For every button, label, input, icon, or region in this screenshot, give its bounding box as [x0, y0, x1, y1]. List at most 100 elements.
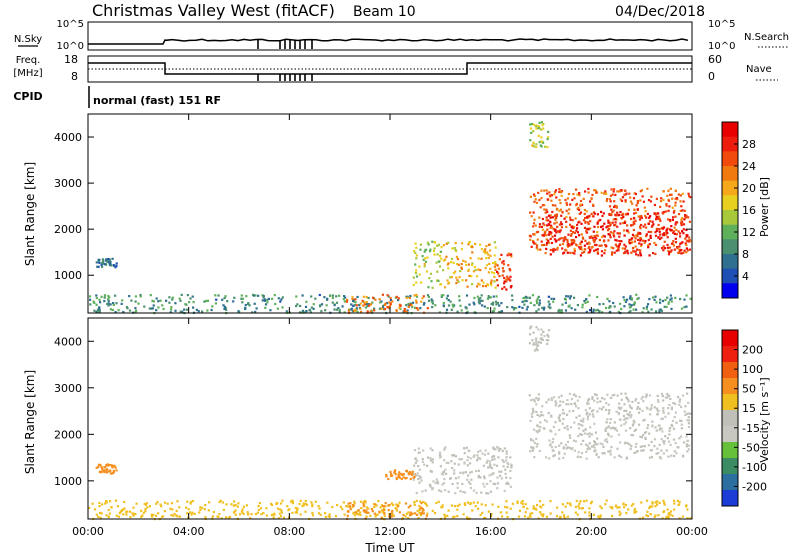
data-cell: [487, 271, 490, 274]
data-cell: [420, 479, 423, 482]
data-cell: [535, 347, 538, 350]
data-cell: [480, 294, 483, 297]
data-cell: [95, 294, 98, 297]
data-cell: [399, 472, 402, 475]
data-cell: [667, 253, 671, 256]
data-cell: [529, 195, 532, 198]
data-cell: [115, 264, 118, 268]
data-cell: [605, 402, 608, 405]
data-cell: [505, 511, 508, 514]
data-cell: [663, 210, 666, 214]
data-cell: [549, 237, 552, 240]
data-cell: [512, 308, 515, 311]
data-cell: [405, 476, 408, 480]
data-cell: [569, 436, 572, 439]
data-cell: [668, 440, 671, 443]
data-cell: [341, 305, 344, 308]
data-cell: [338, 310, 341, 313]
data-cell: [484, 267, 487, 270]
data-cell: [414, 251, 417, 254]
data-cell: [347, 309, 350, 312]
data-cell: [222, 508, 225, 511]
data-cell: [636, 406, 639, 409]
data-cell: [402, 513, 405, 517]
data-cell: [329, 294, 332, 297]
data-cell: [233, 510, 236, 514]
data-cell: [426, 512, 429, 515]
data-cell: [662, 411, 665, 414]
data-cell: [554, 433, 557, 436]
data-cell: [381, 306, 385, 309]
data-cell: [505, 456, 508, 459]
data-cell: [672, 231, 675, 234]
data-cell: [427, 299, 431, 302]
data-cell: [585, 210, 588, 213]
data-cell: [415, 299, 418, 302]
data-cell: [393, 470, 396, 473]
data-cell: [653, 241, 656, 245]
data-cell: [537, 191, 540, 194]
data-cell: [251, 311, 254, 314]
data-cell: [208, 501, 211, 504]
data-cell: [481, 299, 484, 302]
data-cell: [471, 263, 474, 267]
data-cell: [143, 503, 146, 506]
data-cell: [667, 246, 670, 249]
data-cell: [581, 303, 584, 306]
data-cell: [356, 295, 359, 299]
data-cell: [607, 432, 610, 435]
data-cell: [468, 471, 472, 474]
data-cell: [635, 234, 638, 237]
data-cell: [577, 206, 580, 210]
data-cell: [253, 302, 256, 305]
data-cell: [568, 392, 571, 395]
data-cell: [625, 192, 628, 195]
data-cell: [126, 307, 129, 310]
data-cell: [547, 233, 550, 236]
data-cell: [481, 452, 484, 455]
data-cell: [101, 265, 104, 268]
data-cell: [592, 310, 595, 313]
data-cell: [599, 400, 602, 403]
data-cell: [107, 515, 110, 518]
data-cell: [685, 239, 688, 242]
data-cell: [533, 428, 536, 431]
data-cell: [456, 258, 459, 261]
data-cell: [110, 472, 113, 475]
data-cell: [596, 248, 599, 251]
data-cell: [674, 442, 677, 445]
data-cell: [357, 509, 360, 512]
data-cell: [429, 272, 433, 275]
data-cell: [628, 404, 631, 407]
data-cell: [648, 216, 651, 219]
data-cell: [441, 483, 444, 486]
data-cell: [281, 296, 284, 299]
data-cell: [585, 231, 589, 234]
data-cell: [500, 310, 504, 313]
data-cell: [277, 517, 281, 520]
data-cell: [546, 224, 549, 227]
data-cell: [135, 309, 138, 312]
data-cell: [436, 253, 439, 256]
data-cell: [412, 478, 415, 481]
data-cell: [509, 275, 512, 278]
data-cell: [314, 500, 317, 503]
data-cell: [428, 250, 432, 253]
data-cell: [669, 250, 672, 253]
data-cell: [264, 306, 267, 309]
data-cell: [633, 507, 637, 511]
data-cell: [585, 298, 588, 301]
data-cell: [646, 426, 649, 430]
data-cell: [109, 308, 112, 311]
data-cell: [336, 504, 339, 507]
data-cell: [613, 205, 616, 209]
data-cell: [319, 513, 322, 516]
data-cell: [535, 201, 539, 204]
data-cell: [582, 429, 585, 432]
data-cell: [505, 476, 508, 479]
data-cell: [640, 449, 643, 452]
data-cell: [422, 509, 425, 512]
data-cell: [511, 294, 514, 297]
data-cell: [539, 426, 542, 429]
data-cell: [364, 501, 367, 504]
